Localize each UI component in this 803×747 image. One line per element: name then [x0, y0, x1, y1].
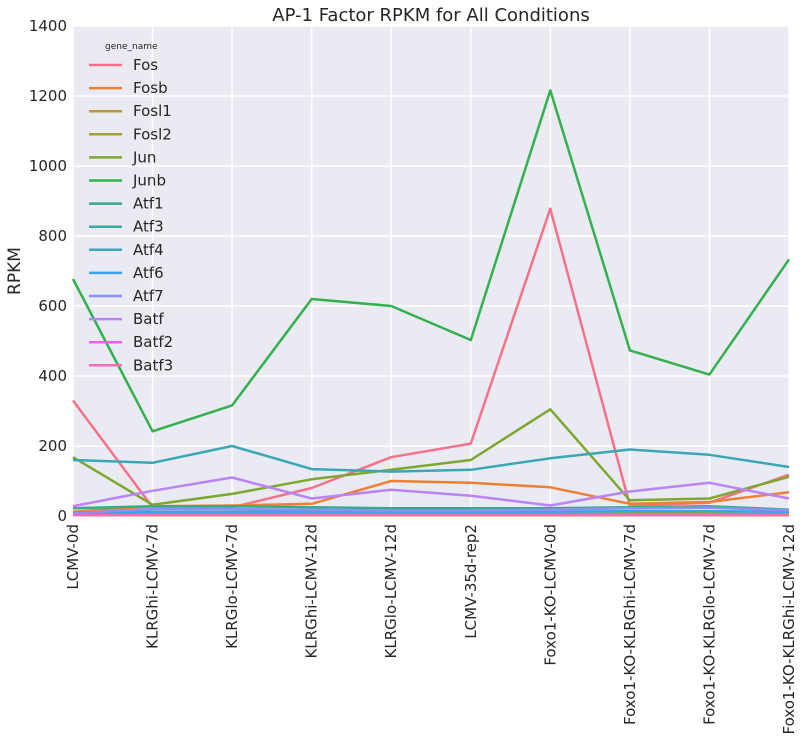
- legend-label-fosl1: Fosl1: [133, 102, 172, 120]
- y-axis-title: RPKM: [5, 247, 25, 295]
- legend-label-atf7: Atf7: [133, 287, 164, 305]
- legend-label-junb: Junb: [132, 172, 166, 190]
- legend-label-batf: Batf: [133, 310, 164, 328]
- y-tick-label: 800: [38, 227, 67, 245]
- series-line-junb: [71, 89, 791, 433]
- x-tick-label: Foxo1-KO-KLRGlo-LCMV-7d: [700, 524, 718, 725]
- series-line-atf4: [72, 444, 790, 473]
- x-tick-labels: LCMV-0d KLRGhi-LCMV-7d KLRGlo-LCMV-7d KLRGh…: [64, 524, 798, 735]
- y-tick-label: 400: [38, 367, 67, 385]
- legend-title: gene_name: [105, 42, 158, 52]
- x-tick-label: KLRGlo-LCMV-12d: [382, 524, 400, 658]
- legend-label-fosb: Fosb: [133, 79, 168, 97]
- legend-label-atf6: Atf6: [133, 264, 164, 282]
- series-line-atf6: [72, 509, 790, 514]
- chart-title: AP-1 Factor RPKM for All Conditions: [272, 5, 589, 26]
- x-tick-label: KLRGhi-LCMV-7d: [144, 524, 162, 649]
- series-line-jun: [72, 408, 790, 507]
- legend-label-atf4: Atf4: [133, 241, 164, 259]
- legend-label-fos: Fos: [133, 56, 158, 74]
- y-tick-label: 0: [57, 507, 67, 525]
- series-line-batf: [72, 476, 790, 508]
- x-tick-label: LCMV-0d: [64, 524, 82, 590]
- y-tick-labels: 0 200 400 600 800 1000 1200 1400: [29, 17, 67, 525]
- plot-background: [73, 26, 789, 516]
- x-tick-label: Foxo1-KO-KLRGhi-LCMV-12d: [780, 524, 798, 735]
- legend-label-jun: Jun: [132, 148, 156, 166]
- y-tick-label: 1000: [29, 157, 67, 175]
- y-tick-label: 1200: [29, 87, 67, 105]
- x-tick-label: LCMV-35d-rep2: [462, 524, 480, 639]
- legend-label-atf3: Atf3: [133, 218, 164, 236]
- legend-label-fosl2: Fosl2: [133, 125, 172, 143]
- gridlines: [72, 25, 790, 517]
- series-line-atf7: [72, 506, 790, 515]
- legend-label-batf2: Batf2: [133, 333, 173, 351]
- y-tick-label: 200: [38, 437, 67, 455]
- legend: gene_name Fos Fosb Fosl1 Fosl2 Jun Junb Atf1 At…: [89, 42, 173, 374]
- x-tick-label: Foxo1-KO-KLRGhi-LCMV-7d: [621, 524, 639, 725]
- y-tick-label: 1400: [29, 17, 67, 35]
- legend-label-atf1: Atf1: [133, 195, 164, 213]
- legend-items: Fos Fosb Fosl1 Fosl2 Jun Junb Atf1 Atf3 Atf4 Atf6…: [89, 56, 173, 374]
- x-tick-label: Foxo1-KO-LCMV-0d: [541, 524, 559, 666]
- x-tick-label: KLRGhi-LCMV-12d: [303, 524, 321, 659]
- x-tick-label: KLRGlo-LCMV-7d: [223, 524, 241, 649]
- y-tick-label: 600: [38, 297, 67, 315]
- legend-label-batf3: Batf3: [133, 356, 173, 374]
- series-lines: [71, 89, 791, 517]
